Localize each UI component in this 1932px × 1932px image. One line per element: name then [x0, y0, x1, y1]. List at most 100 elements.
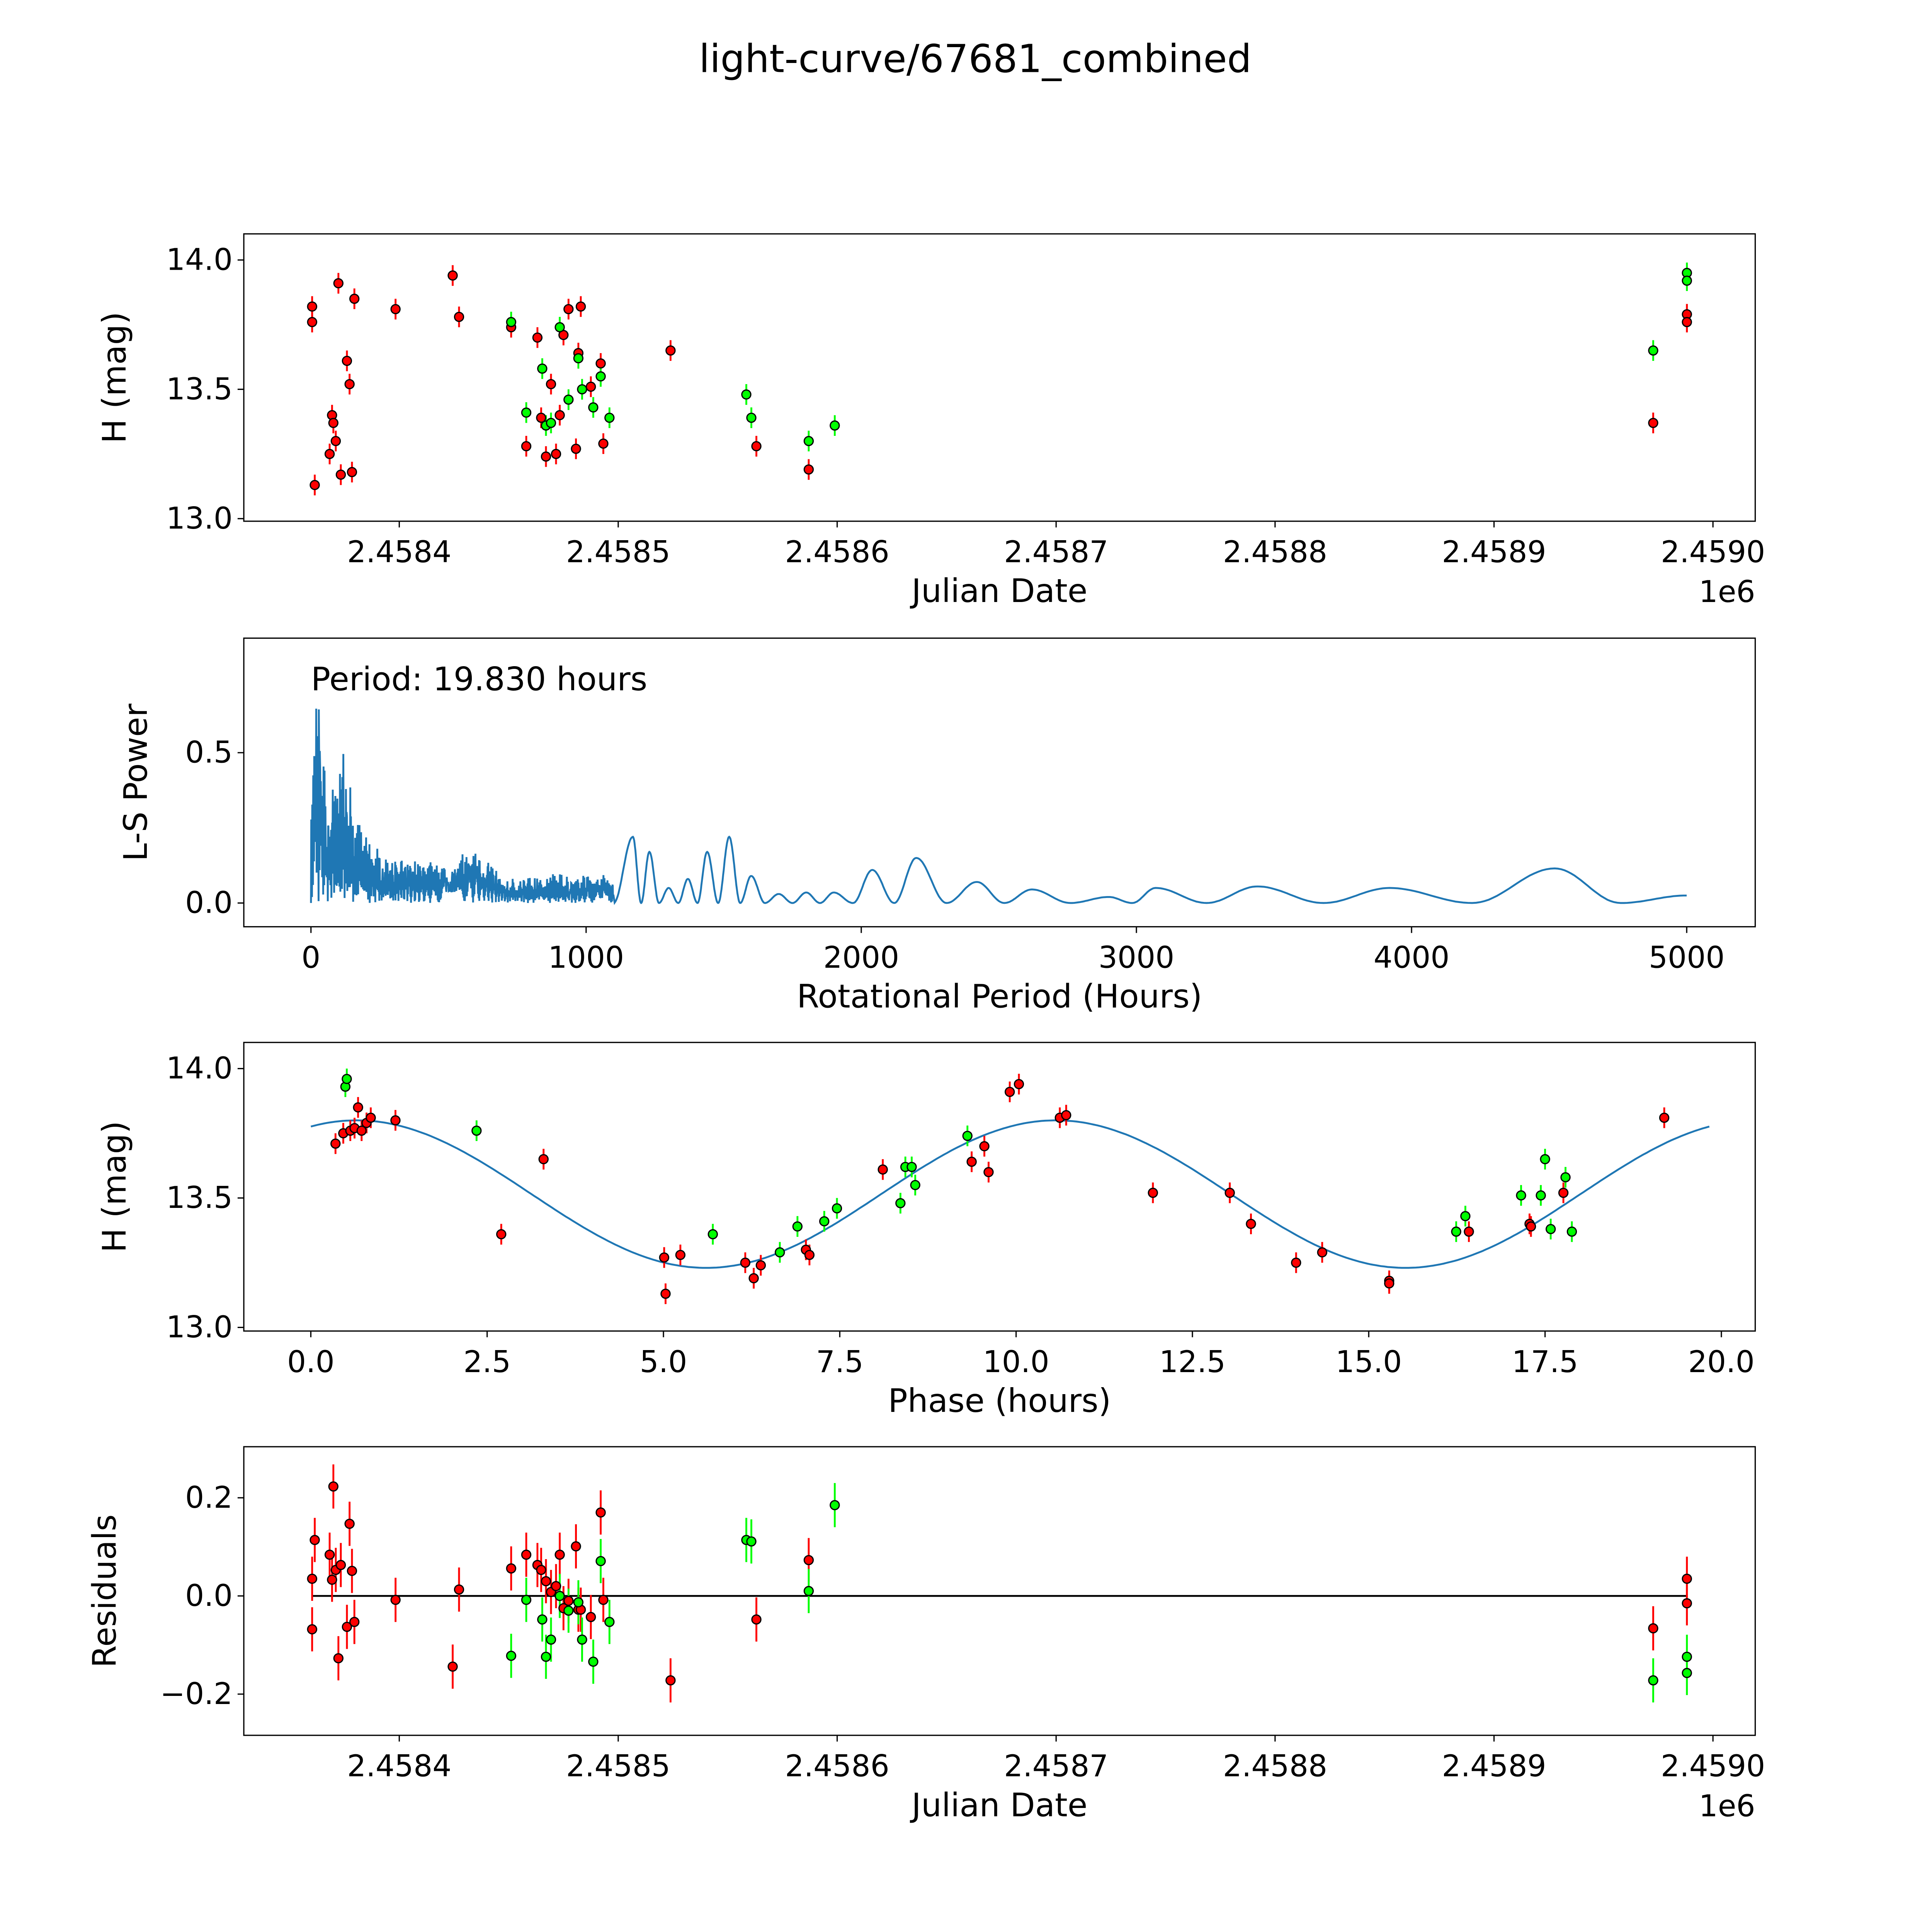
- red-data-point: [349, 1617, 360, 1627]
- red-data-point: [563, 304, 574, 315]
- green-data-point: [506, 317, 517, 327]
- x-axis-label: Julian Date: [910, 572, 1087, 610]
- red-data-point: [660, 1289, 671, 1299]
- green-data-point: [910, 1180, 920, 1190]
- y-tick-label: 13.5: [166, 1180, 233, 1215]
- red-data-point: [1558, 1187, 1569, 1198]
- red-data-point: [342, 1622, 352, 1632]
- x-tick-label: 2.4586: [785, 1749, 889, 1784]
- red-data-point: [804, 1250, 815, 1260]
- green-data-point: [1460, 1211, 1471, 1221]
- red-data-point: [595, 358, 606, 369]
- red-data-point: [1225, 1187, 1235, 1198]
- period-annotation: Period: 19.830 hours: [311, 660, 647, 698]
- red-data-point: [310, 480, 320, 490]
- y-tick-label: −0.2: [160, 1677, 233, 1711]
- x-tick-label: 2.4587: [1004, 535, 1108, 570]
- red-data-point: [585, 381, 596, 392]
- red-data-point: [740, 1257, 750, 1268]
- x-tick-label: 20.0: [1688, 1345, 1755, 1379]
- red-data-point: [966, 1156, 977, 1167]
- x-tick-label: 2.4588: [1223, 1749, 1327, 1784]
- x-axis-label: Julian Date: [910, 1786, 1087, 1824]
- x-tick-label: 2.4588: [1223, 535, 1327, 570]
- x-tick-label: 0: [301, 940, 320, 975]
- x-tick-label: 15.0: [1335, 1345, 1402, 1379]
- red-data-point: [551, 449, 561, 459]
- green-data-point: [563, 1605, 574, 1616]
- red-data-point: [390, 1115, 401, 1126]
- x-tick-label: 17.5: [1512, 1345, 1578, 1379]
- red-data-point: [665, 345, 676, 356]
- x-tick-label: 12.5: [1159, 1345, 1226, 1379]
- x-tick-label: 2.4585: [566, 1749, 670, 1784]
- y-tick-label: 0.0: [185, 1578, 233, 1613]
- green-data-point: [604, 412, 615, 423]
- red-data-point: [979, 1141, 990, 1151]
- red-data-point: [1682, 1598, 1692, 1609]
- red-data-point: [307, 1624, 317, 1634]
- green-data-point: [595, 1556, 606, 1566]
- red-data-point: [333, 1653, 344, 1663]
- red-data-point: [598, 1595, 609, 1605]
- x-tick-label: 2.4590: [1661, 535, 1765, 570]
- x-tick-label: 2000: [823, 940, 900, 975]
- green-data-point: [1682, 1651, 1692, 1662]
- red-data-point: [595, 1507, 606, 1518]
- periodogram-panel: 0 1000 2000 3000 4000 5000 0.0 0.5 Rotational Pe…: [117, 637, 1756, 1015]
- lightcurve-panel: 2.4584 2.4585 2.4586 2.4587 2.4588 2.4589 2.45…: [95, 233, 1765, 610]
- x-tick-label: 7.5: [816, 1345, 864, 1379]
- red-data-point: [521, 441, 532, 451]
- red-data-point: [335, 469, 346, 480]
- red-data-point: [554, 410, 565, 420]
- power-line: [310, 709, 1687, 905]
- x-axis-label: Phase (hours): [888, 1382, 1111, 1420]
- green-data-point: [1560, 1172, 1571, 1183]
- x-tick-label: 2.4585: [566, 535, 670, 570]
- red-data-point: [803, 1555, 814, 1565]
- red-data-point: [1659, 1112, 1670, 1123]
- green-data-point: [803, 436, 814, 446]
- red-data-point: [1291, 1257, 1301, 1268]
- green-data-point: [1648, 1675, 1658, 1685]
- red-data-point: [541, 451, 551, 462]
- y-tick-label: 0.5: [185, 735, 233, 770]
- green-data-point: [537, 363, 548, 374]
- green-data-point: [342, 1074, 352, 1084]
- green-data-point: [792, 1221, 803, 1232]
- green-data-point: [506, 1651, 517, 1661]
- x-tick-label: 2.4584: [347, 535, 451, 570]
- red-data-point: [342, 355, 352, 366]
- green-data-point: [471, 1126, 482, 1136]
- green-data-point: [604, 1617, 615, 1627]
- red-data-point: [571, 444, 581, 454]
- green-data-point: [1540, 1154, 1550, 1165]
- plot-area: [307, 1464, 1692, 1702]
- x-tick-label: 2.4589: [1442, 1749, 1546, 1784]
- red-data-point: [748, 1273, 759, 1284]
- red-data-point: [447, 270, 458, 281]
- red-data-point: [1246, 1219, 1256, 1229]
- y-tick-label: 13.0: [166, 1310, 233, 1345]
- green-data-point: [546, 1634, 556, 1645]
- green-data-point: [554, 322, 565, 333]
- green-data-point: [819, 1216, 830, 1226]
- red-data-point: [554, 1549, 565, 1560]
- green-data-point: [588, 1656, 599, 1667]
- red-data-point: [324, 1549, 335, 1560]
- red-data-point: [751, 1614, 762, 1625]
- red-data-point: [1014, 1079, 1024, 1089]
- green-data-point: [573, 1597, 584, 1607]
- red-data-point: [563, 1595, 574, 1606]
- red-data-point: [1317, 1247, 1328, 1258]
- red-data-point: [1648, 1623, 1658, 1634]
- red-data-point: [1682, 1573, 1692, 1584]
- red-data-point: [335, 1560, 346, 1570]
- x-tick-label: 2.4584: [347, 1749, 451, 1784]
- x-tick-label: 10.0: [983, 1345, 1049, 1379]
- red-data-point: [327, 1575, 337, 1585]
- x-offset-label: 1e6: [1699, 1789, 1755, 1823]
- x-tick-label: 5.0: [640, 1345, 687, 1379]
- green-data-point: [1682, 276, 1692, 286]
- green-data-point: [1516, 1190, 1526, 1201]
